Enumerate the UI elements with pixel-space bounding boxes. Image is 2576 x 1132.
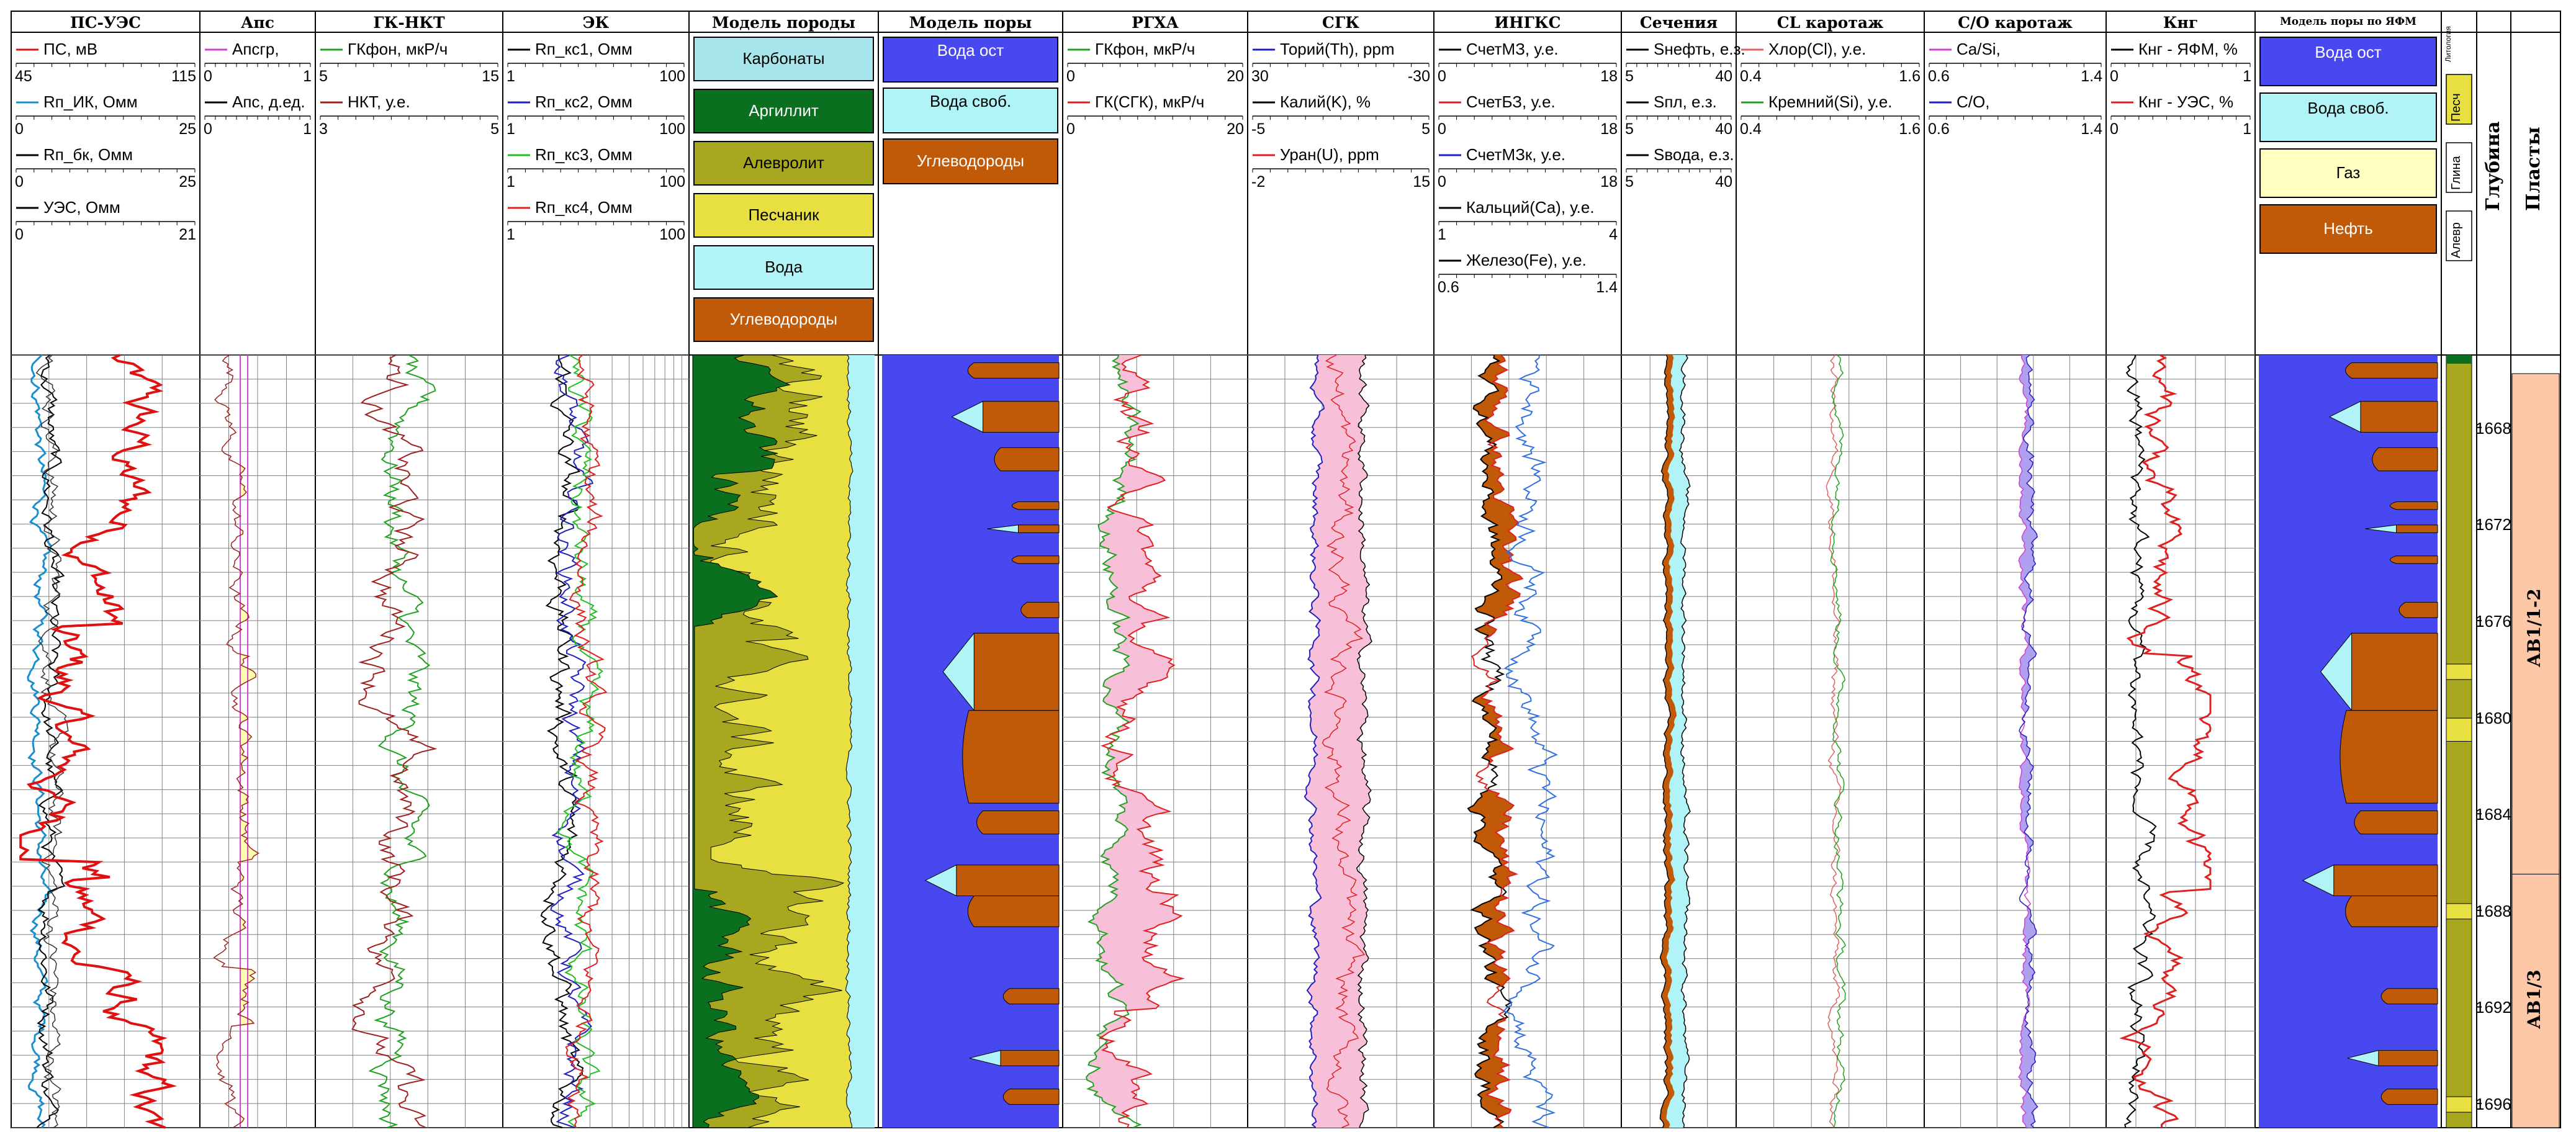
legend-swatch-4-1 [693,89,874,133]
lith-sand-3 [2446,1096,2472,1113]
pore-model-free-water-13 [969,1049,1001,1067]
pore-model-hc-block-13 [994,1050,1060,1066]
pore-model-hc-block-12 [1002,988,1060,1005]
pore-model-free-water-10 [924,864,957,897]
curve-schet-mz [1467,354,1513,1128]
pore-model-hc-block-0 [967,362,1060,379]
curve-uranium [1322,354,1366,1128]
pore-model-yfm-free-water-1 [2328,400,2361,433]
pore-model-yfm-hc-block-3 [2390,501,2438,510]
curve-rp-ks4 [565,354,608,1128]
pore-model-hc-block-8 [962,710,1060,804]
pore-model-yfm-free-water-4 [2365,524,2397,533]
pore-model-hc-block-10 [950,865,1060,896]
pore-model-hc-block-7 [967,632,1060,711]
pore-model-hc-block-4 [1012,524,1060,533]
curve-silicon [1830,354,1846,1128]
ingks-fill [1468,355,1523,1128]
lith-top-argillite [2446,355,2472,364]
pore-model-yfm-hc-block-10 [2327,865,2438,896]
curve-potassium [1356,354,1372,1128]
pore-model-free-water-4 [987,524,1019,533]
curve-rp-ks2 [550,354,594,1128]
curve-c-o [2019,354,2038,1128]
legend-swatch-13-0 [2259,37,2437,86]
aps-fill [240,355,259,1128]
curve-rp-bk [36,354,66,1128]
pore-model-yfm-hc-block-13 [2372,1050,2438,1066]
lith-legend-2 [2446,210,2472,261]
pore-model-yfm-hc-block-6 [2398,601,2438,618]
pore-model-yfm-hc-block-1 [2354,401,2438,433]
pore-model-yfm-hc-block-7 [2345,632,2438,711]
curve-kng-ues [2119,354,2212,1128]
pore-model-yfm-hc-block-12 [2380,988,2438,1005]
pore-model-yfm-free-water-13 [2347,1049,2379,1067]
sech-oil [1660,355,1677,1128]
curve-ues [35,354,69,1128]
curve-aps [213,354,259,1128]
pore-model-hc-block-9 [976,811,1060,835]
pore-model-hc-block-14 [1002,1089,1060,1105]
pore-model-yfm-free-water-7 [2320,632,2353,712]
legend-swatch-4-2 [693,141,874,186]
co-fill [2019,355,2038,1128]
sgk-fill [1304,355,1372,1128]
pore-model-yfm-hc-block-8 [2340,710,2438,804]
curve-s-neft [1659,354,1671,1128]
pore-model-hc-block-5 [1012,555,1060,564]
pore-model-free-water-1 [951,400,983,433]
curve-gk-fon [368,354,436,1128]
rgxa-fill [1086,355,1182,1128]
legend-swatch-13-3 [2259,204,2437,254]
legend-swatch-5-2 [883,138,1058,184]
lith-sand-1 [2446,717,2472,742]
pore-model-yfm-hc-block-9 [2354,811,2438,835]
legend-swatch-13-1 [2259,92,2437,142]
legend-swatch-4-3 [693,193,874,238]
pore-model-yfm-free-water-10 [2302,864,2335,897]
plot-frame [11,11,2561,1128]
pore-model-yfm-hc-block-0 [2345,362,2438,379]
lith-legend-1 [2446,142,2472,193]
legend-swatch-4-4 [693,245,874,290]
curve-rgxa-sgk [1098,354,1185,1128]
pore-model-free-water-7 [942,632,975,712]
pore-model-hc-block-1 [976,401,1060,433]
pore-model-yfm-hc-block-4 [2390,524,2438,533]
legend-swatch-4-0 [693,37,874,81]
pore-model-yfm-hc-block-2 [2372,447,2438,472]
lith-legend-0 [2446,74,2472,125]
lith-sand-2 [2446,903,2472,920]
rock-sandstone [710,354,853,1128]
pore-model-yfm-hc-block-11 [2345,896,2438,927]
zone-ab1-3 [2511,873,2560,1128]
pore-model-hc-block-6 [1020,601,1060,618]
pore-model-hc-block-2 [994,447,1060,472]
legend-swatch-5-1 [883,88,1058,133]
curve-kng-yfm [2124,354,2157,1128]
lith-sand-0 [2446,663,2472,680]
curve-schet-mzk [1502,354,1559,1128]
legend-swatch-5-0 [883,37,1058,83]
pore-model-yfm-hc-block-14 [2380,1089,2438,1105]
curve-nkt [351,354,438,1128]
legend-swatch-13-2 [2259,148,2437,198]
pore-model-yfm-hc-block-5 [2390,555,2438,564]
curve-schet-bz [1471,354,1524,1128]
curve-rp-ik [27,354,53,1129]
pore-model-hc-block-3 [1012,501,1060,510]
legend-swatch-4-5 [693,297,874,342]
rock-argillite [692,354,791,1128]
curve-thorium [1304,354,1325,1128]
curve-s-voda [1678,354,1691,1128]
zone-ab1-12 [2511,373,2560,874]
pore-model-hc-block-11 [967,896,1060,927]
curve-ca-si [2018,354,2032,1128]
curve-ps [19,354,178,1129]
curve-rp-ks1 [540,354,584,1128]
